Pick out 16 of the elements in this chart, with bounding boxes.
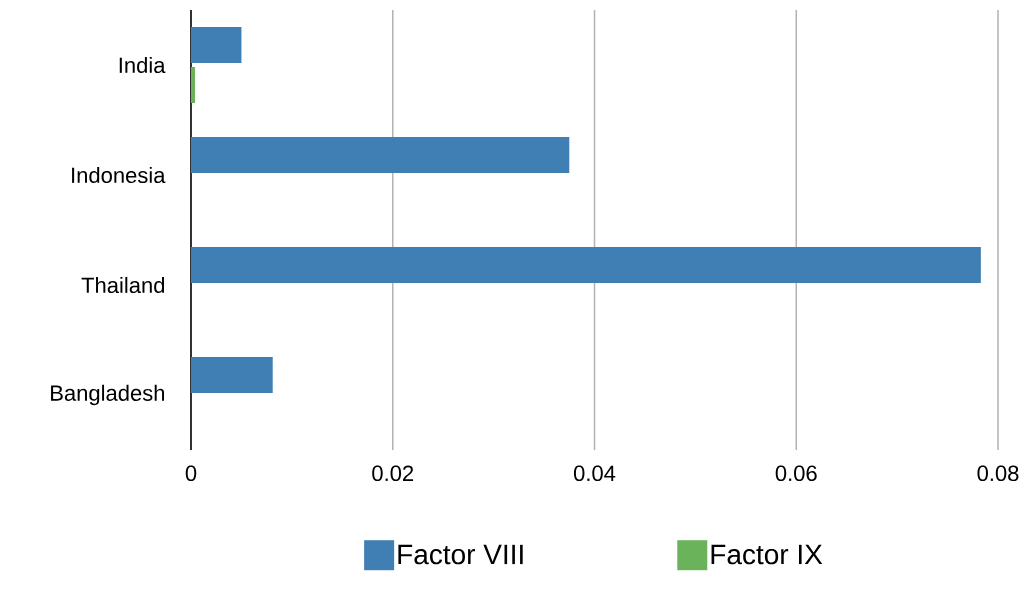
legend-label: Factor IX: [711, 544, 823, 565]
y-tick-label: Indonesia: [72, 166, 166, 184]
y-tick-label: Bangladesh: [51, 384, 165, 406]
x-tick-label: 0.04: [573, 465, 616, 482]
bar: [191, 27, 242, 63]
x-tick-label: 0.08: [977, 465, 1019, 482]
bar: [191, 247, 981, 283]
y-tick-label: Thailand: [81, 276, 165, 294]
legend-label: Factor VIII: [398, 544, 523, 565]
x-tick-label: 0.06: [775, 465, 817, 482]
y-tick-label: India: [119, 56, 166, 74]
x-tick-label: 0.02: [372, 465, 414, 482]
bar: [191, 137, 570, 173]
bar: [191, 67, 196, 103]
x-tick-label: 0: [185, 465, 197, 482]
bar: [191, 357, 273, 393]
